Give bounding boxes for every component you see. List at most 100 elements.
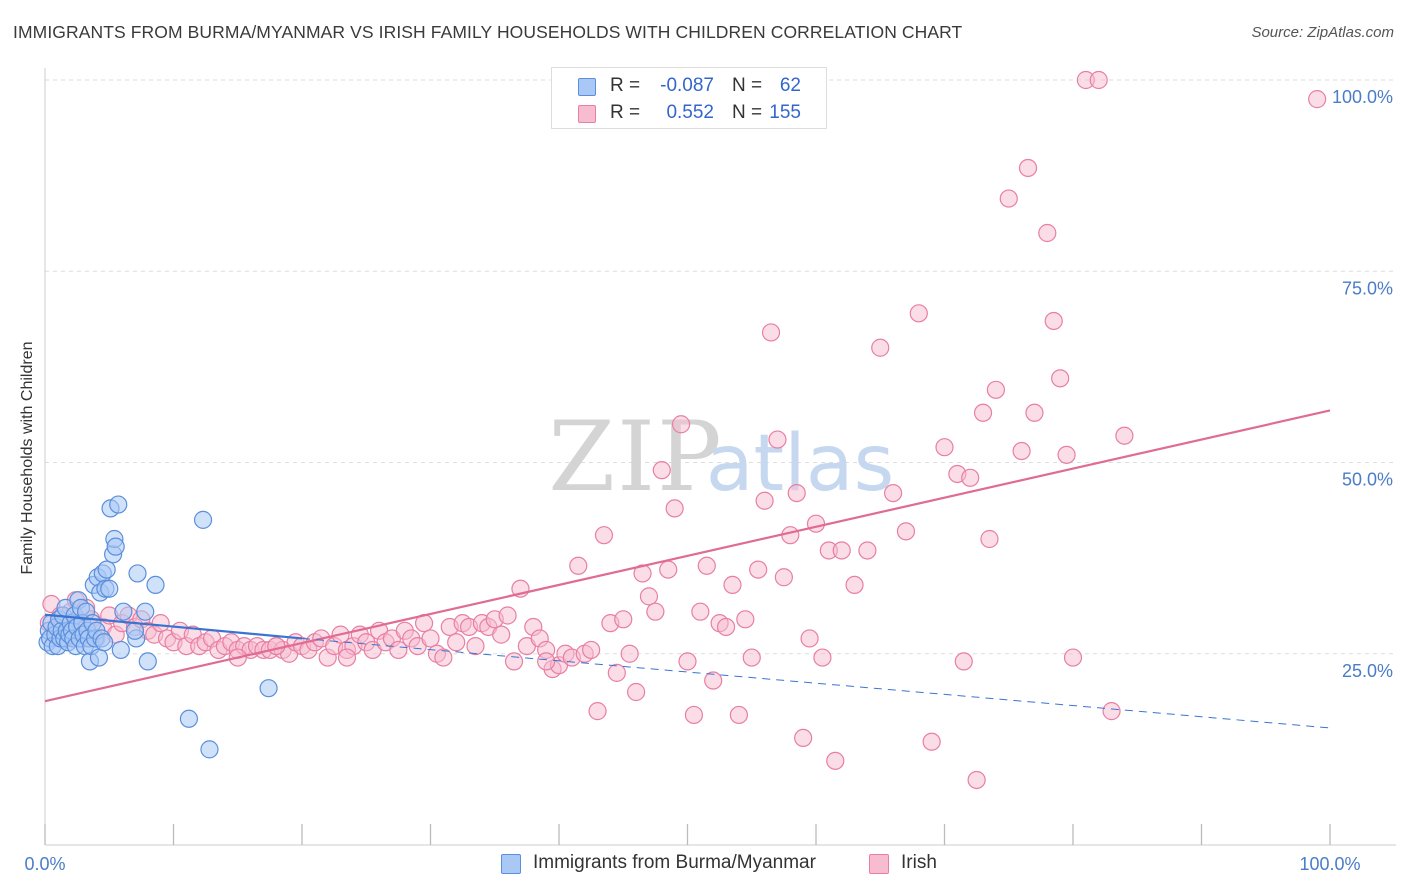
irish-point <box>794 728 813 748</box>
burma-point <box>109 495 128 514</box>
irish-point <box>909 304 928 323</box>
watermark-zip: ZIP <box>548 401 723 513</box>
legend-swatch-pink <box>869 854 889 874</box>
irish-point <box>389 640 408 660</box>
r-value: -0.087 <box>660 75 714 96</box>
irish-point <box>671 415 691 434</box>
legend-row-irish: R = 0.552 N = 155 <box>552 102 826 126</box>
irish-point <box>716 617 736 637</box>
axes <box>44 68 1396 846</box>
irish-point <box>813 648 832 667</box>
grid-lines <box>45 79 1396 655</box>
irish-point <box>800 629 819 648</box>
irish-point <box>1063 648 1083 667</box>
legend-row-burma: R = -0.087 N = 62 <box>552 75 826 99</box>
irish-point <box>832 541 851 560</box>
irish-point <box>871 338 890 357</box>
irish-point <box>434 648 453 667</box>
burma-point <box>193 510 213 529</box>
irish-point <box>504 652 524 671</box>
irish-point <box>652 461 671 480</box>
source-label: Source: ZipAtlas.com <box>1251 24 1394 41</box>
irish-point <box>537 652 556 671</box>
legend-swatch-pink <box>578 105 596 123</box>
irish-point <box>267 636 286 656</box>
n-label: N = <box>732 102 763 123</box>
burma-point <box>179 709 199 728</box>
n-value: 62 <box>779 75 801 96</box>
legend-label: Irish <box>901 852 937 873</box>
irish-point <box>1018 158 1038 178</box>
irish-point <box>1089 70 1108 90</box>
irish-point <box>986 380 1006 399</box>
burma-point <box>128 564 147 583</box>
irish-point <box>684 705 704 725</box>
legend-swatch-blue <box>578 78 596 96</box>
irish-point <box>626 682 646 702</box>
irish-point <box>588 702 607 721</box>
irish-point <box>639 587 659 606</box>
burma-point <box>138 652 157 671</box>
irish-point <box>806 514 826 533</box>
burma-point <box>106 537 125 556</box>
irish-point <box>1051 369 1070 388</box>
irish-point <box>742 648 761 667</box>
irish-point <box>781 526 800 545</box>
irish-point <box>961 468 980 487</box>
irish-point <box>337 648 357 667</box>
irish-point <box>1044 311 1063 331</box>
irish-point <box>447 633 466 652</box>
burma-point <box>146 575 165 595</box>
irish-point <box>826 751 845 770</box>
irish-point <box>421 629 440 648</box>
irish-point <box>774 568 793 587</box>
irish-point <box>845 575 864 595</box>
irish-points <box>39 70 1327 790</box>
r-label: R = <box>610 102 641 123</box>
irish-point <box>967 770 986 790</box>
irish-point <box>973 403 993 422</box>
burma-point <box>259 679 278 698</box>
burma-point <box>89 648 109 667</box>
correlation-legend: R = -0.087 N = 62 R = 0.552 N = 155 <box>551 67 827 129</box>
irish-point <box>569 556 588 575</box>
r-value: 0.552 <box>666 102 714 123</box>
irish-point <box>736 610 755 629</box>
irish-point <box>697 556 716 575</box>
irish-point <box>749 560 768 579</box>
irish-point <box>1115 426 1134 445</box>
irish-point <box>1012 441 1031 461</box>
irish-point <box>614 610 633 629</box>
burma-point <box>125 621 145 640</box>
irish-point <box>922 732 941 751</box>
n-label: N = <box>732 75 763 96</box>
legend-label: Immigrants from Burma/Myanmar <box>533 852 816 873</box>
irish-point <box>151 614 170 633</box>
irish-point <box>582 640 601 660</box>
irish-point <box>1308 90 1327 109</box>
tick-labels: 0.0% 100.0% 25.0% 50.0% 75.0% 100.0% <box>24 87 1393 874</box>
irish-point <box>492 625 511 644</box>
irish-point <box>755 491 774 510</box>
irish-point <box>594 526 614 545</box>
irish-point <box>1025 403 1044 422</box>
legend-swatch-blue <box>501 854 521 874</box>
irish-point <box>678 652 697 671</box>
irish-point <box>1038 223 1057 243</box>
burma-trend-line <box>44 613 303 640</box>
irish-point <box>980 529 999 549</box>
r-label: R = <box>610 75 641 96</box>
irish-point <box>691 602 710 621</box>
irish-point <box>768 430 787 449</box>
burma-point <box>114 602 133 621</box>
burma-trend-extension <box>301 637 1331 729</box>
series-legend: Immigrants from Burma/Myanmar Irish <box>0 852 1406 878</box>
watermark: ZIP atlas <box>548 401 894 513</box>
x-tick-label: 100.0% <box>1299 854 1360 874</box>
irish-point <box>935 438 954 457</box>
n-value: 155 <box>769 102 801 123</box>
irish-point <box>761 323 781 342</box>
irish-point <box>620 644 639 663</box>
irish-point <box>665 499 684 518</box>
burma-point <box>111 640 130 660</box>
